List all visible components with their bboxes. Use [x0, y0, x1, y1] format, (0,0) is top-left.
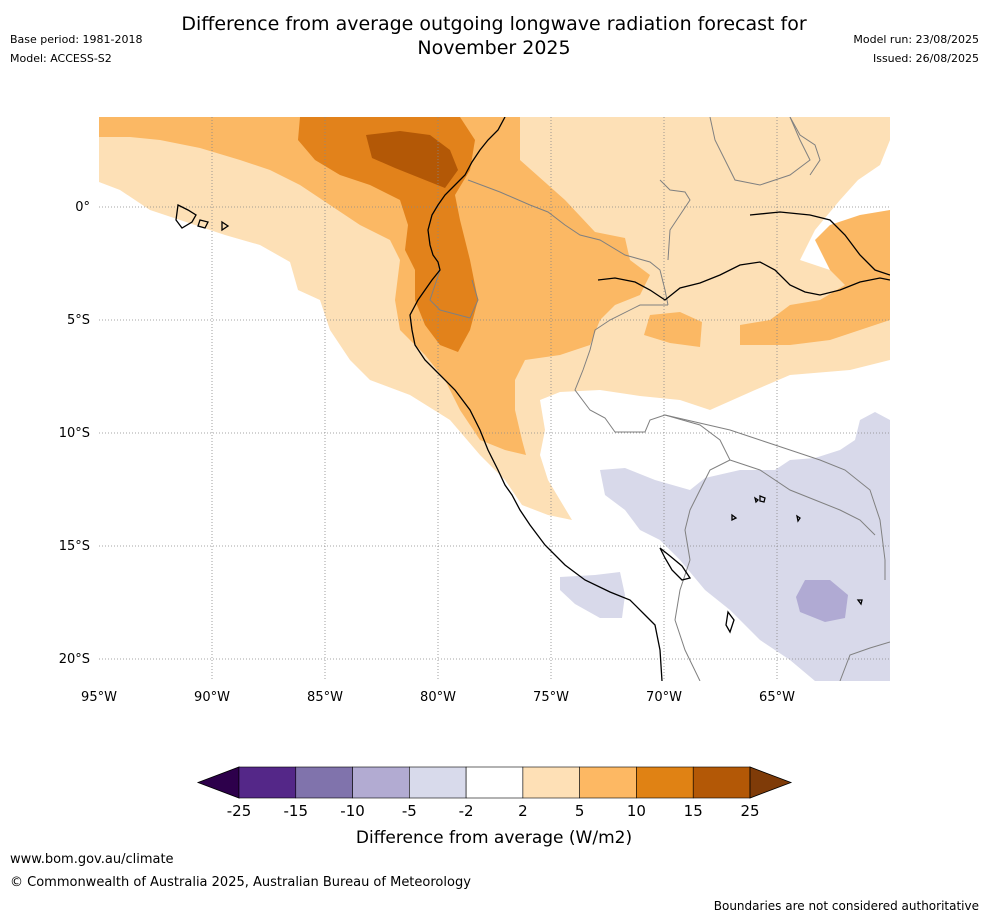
anomaly-5-10-region [99, 117, 650, 455]
lon-label: 80°W [420, 690, 456, 705]
copyright-text: © Commonwealth of Australia 2025, Austra… [10, 875, 471, 890]
map-title: Difference from average outgoing longwav… [0, 12, 988, 60]
title-line-2: November 2025 [417, 37, 571, 59]
colorbar-bin [295, 766, 353, 799]
longitude-labels: 95°W 90°W 85°W 80°W 75°W 70°W 65°W [81, 690, 795, 705]
anomaly-5-10-region-east [740, 210, 890, 345]
anomaly-neg2-neg5-region-west [560, 572, 625, 618]
colorbar-bin [579, 766, 637, 799]
lon-label: 75°W [533, 690, 569, 705]
latitude-labels: 0° 5°S 10°S 15°S 20°S [59, 200, 90, 667]
colorbar-tick-label: 25 [740, 802, 759, 820]
colorbar-label: Difference from average (W/m2) [356, 828, 632, 848]
lat-label: 5°S [67, 313, 90, 328]
model-text: Model: ACCESS-S2 [10, 52, 112, 65]
colorbar-tick-label: 2 [518, 802, 528, 820]
issued-text: Issued: 26/08/2025 [872, 52, 979, 65]
colorbar-bin [465, 766, 524, 799]
model-run-text: Model run: 23/08/2025 [853, 33, 979, 46]
colorbar-bin [352, 766, 410, 799]
colorbar-tick-label: -25 [227, 802, 252, 820]
anomaly-15-25-region [366, 131, 458, 188]
base-period-text: Base period: 1981-2018 [10, 33, 143, 46]
colorbar-tick-label: -10 [340, 802, 365, 820]
lon-label: 85°W [307, 690, 343, 705]
colorbar-tick-label: 5 [575, 802, 585, 820]
colorbar: -25 -15 -10 -5 -2 2 5 10 15 25 Difference from av… [196, 766, 793, 848]
colorbar-tick-label: -2 [459, 802, 474, 820]
graticule [99, 117, 890, 681]
colorbar-under-triangle [196, 766, 240, 799]
map-panel [99, 117, 890, 681]
lon-label: 95°W [81, 690, 117, 705]
colorbar-bin [522, 766, 580, 799]
colorbar-tick-label: 15 [684, 802, 703, 820]
colorbar-tick-label: -5 [402, 802, 417, 820]
website-text: www.bom.gov.au/climate [10, 852, 174, 867]
colorbar-bin [409, 766, 467, 799]
colorbar-tick-label: -15 [284, 802, 309, 820]
coastline [175, 117, 890, 681]
colorbar-bin [692, 766, 751, 799]
colorbar-tick-label: 10 [627, 802, 646, 820]
lat-label: 20°S [59, 652, 90, 667]
lon-label: 65°W [759, 690, 795, 705]
colorbar-bin [238, 766, 297, 799]
title-line-1: Difference from average outgoing longwav… [181, 13, 807, 35]
colorbar-bin [636, 766, 694, 799]
lat-label: 15°S [59, 539, 90, 554]
lon-label: 90°W [194, 690, 230, 705]
anomaly-5-10-region-small [644, 312, 702, 347]
disclaimer-text: Boundaries are not considered authoritat… [713, 899, 979, 913]
lat-label: 10°S [59, 426, 90, 441]
anomaly-neg5-neg10-region [796, 580, 848, 622]
colorbar-over-triangle [749, 766, 793, 799]
lat-label: 0° [75, 200, 90, 215]
lon-label: 70°W [646, 690, 682, 705]
